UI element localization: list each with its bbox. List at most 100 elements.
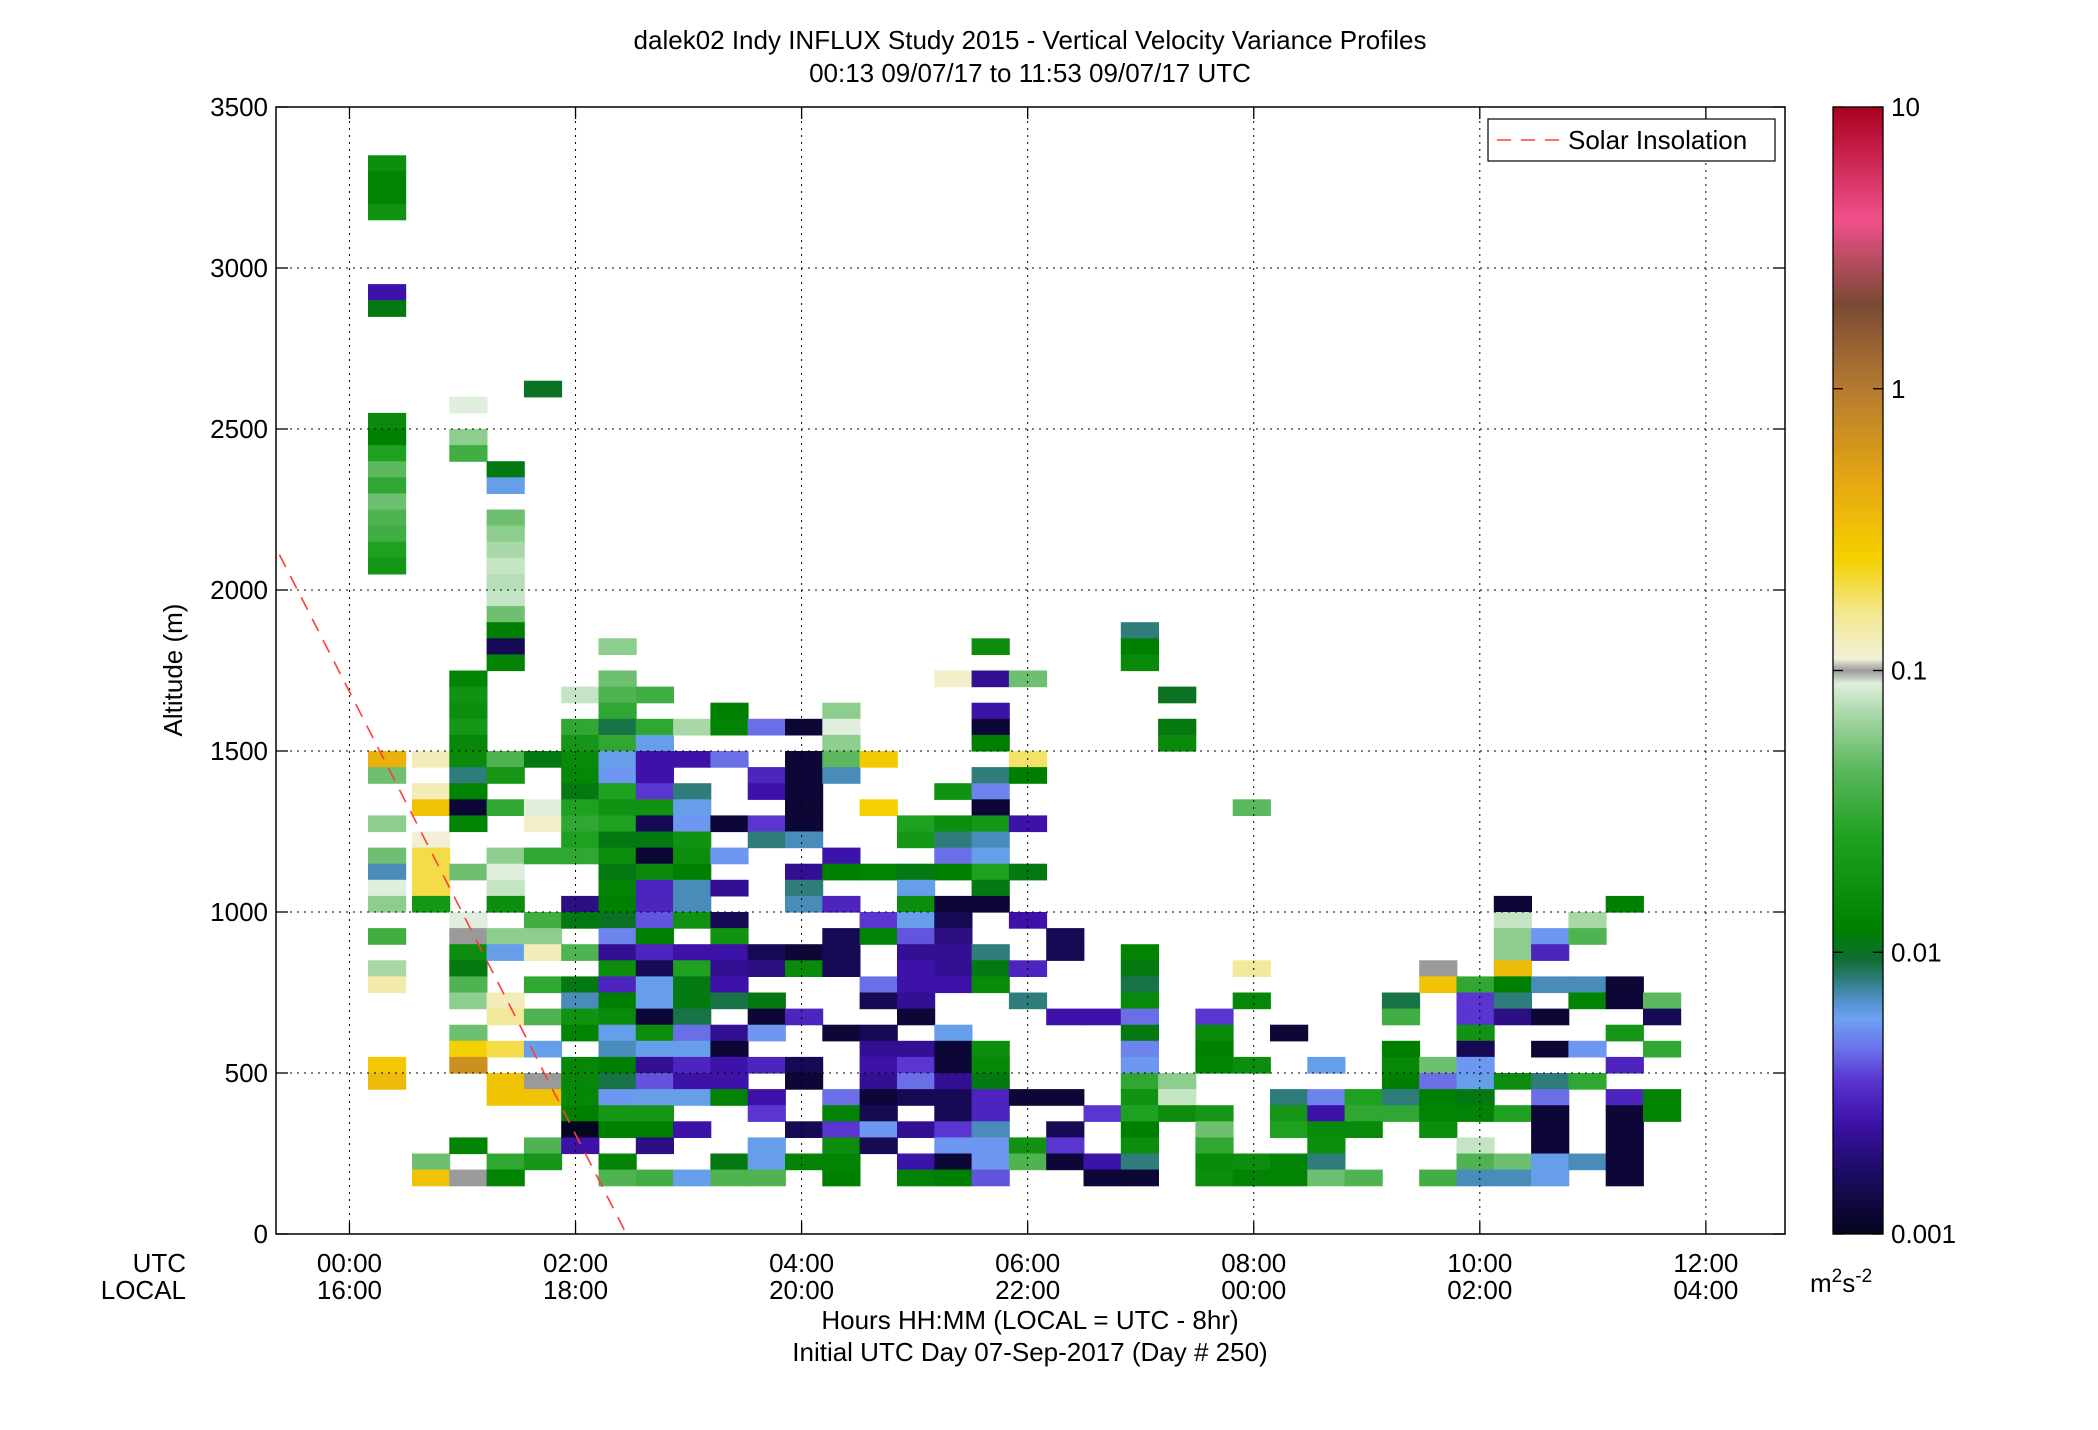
heatmap-cell <box>1307 1153 1346 1171</box>
heatmap-cell <box>1643 1089 1682 1106</box>
heatmap-cell <box>1419 1105 1458 1122</box>
x-axis-label: Hours HH:MM (LOCAL = UTC - 8hr) <box>821 1305 1238 1335</box>
heatmap-cell <box>368 300 407 317</box>
heatmap-cell <box>785 879 824 897</box>
heatmap-cell <box>747 815 786 833</box>
heatmap-cell <box>971 734 1010 752</box>
heatmap-cell <box>859 863 898 881</box>
heatmap-cell <box>1120 1121 1159 1138</box>
heatmap-cell <box>561 718 600 736</box>
heatmap-cell <box>486 622 525 639</box>
heatmap-cell <box>598 638 637 655</box>
heatmap-cell <box>635 1105 674 1122</box>
heatmap-cell <box>1493 1153 1532 1171</box>
heatmap-cell <box>859 928 898 945</box>
heatmap-cell <box>368 976 407 994</box>
heatmap-cell <box>368 1056 407 1074</box>
heatmap-cell <box>1195 1121 1234 1138</box>
heatmap-cell <box>368 187 407 205</box>
heatmap-cell <box>1344 1089 1383 1106</box>
heatmap-cell <box>368 461 407 478</box>
heatmap-cell <box>934 960 973 977</box>
heatmap-cell <box>934 847 973 865</box>
heatmap-cell <box>1605 1153 1644 1171</box>
heatmap-cell <box>673 815 712 833</box>
heatmap-cell <box>635 783 674 800</box>
heatmap-cell <box>1120 1089 1159 1106</box>
heatmap-cell <box>971 1056 1010 1074</box>
heatmap-cell <box>449 992 488 1010</box>
heatmap-cell <box>1046 1008 1085 1026</box>
heatmap-cell <box>747 1024 786 1042</box>
heatmap-cell <box>561 1105 600 1122</box>
heatmap-cell <box>1046 928 1085 945</box>
heatmap-cell <box>1046 1121 1085 1138</box>
heatmap-cell <box>934 863 973 881</box>
heatmap-cell <box>368 493 407 511</box>
heatmap-cell <box>934 1040 973 1058</box>
heatmap-cell <box>449 863 488 881</box>
heatmap-cell <box>561 912 600 929</box>
heatmap-cell <box>486 573 525 591</box>
heatmap-cell <box>598 1008 637 1026</box>
x-tick-label-utc: 04:00 <box>769 1248 834 1278</box>
heatmap-cell <box>785 831 824 849</box>
heatmap-cell <box>486 992 525 1010</box>
heatmap-cell <box>635 992 674 1010</box>
heatmap-cell <box>822 1169 861 1187</box>
heatmap-cell <box>1008 1153 1048 1171</box>
heatmap-cell <box>598 1073 637 1090</box>
heatmap-cell <box>1120 622 1159 639</box>
heatmap-cell <box>635 895 674 913</box>
heatmap-cell <box>785 960 824 977</box>
heatmap-cell <box>412 799 451 816</box>
heatmap-cell <box>1456 1073 1495 1090</box>
heatmap-cell <box>561 767 600 784</box>
x-tick-label-utc: 08:00 <box>1221 1248 1286 1278</box>
heatmap-cell <box>1232 992 1271 1010</box>
heatmap-cell <box>859 1105 898 1122</box>
heatmap-cell <box>1531 1169 1570 1187</box>
heatmap-cell <box>822 863 861 881</box>
heatmap-cell <box>635 1040 674 1058</box>
y-tick-label: 2000 <box>210 575 268 605</box>
heatmap-cell <box>785 751 824 768</box>
heatmap-cell <box>449 1137 488 1155</box>
heatmap-cell <box>368 509 407 527</box>
colorbar-tick-label: 1 <box>1891 374 1905 404</box>
heatmap-cell <box>523 751 563 768</box>
heatmap-cell <box>897 1089 936 1106</box>
chart-title: dalek02 Indy INFLUX Study 2015 - Vertica… <box>634 25 1427 55</box>
heatmap-cell <box>598 992 637 1010</box>
heatmap-cell <box>1493 928 1532 945</box>
heatmap-cell <box>635 960 674 977</box>
heatmap-cell <box>598 734 637 752</box>
heatmap-cell <box>859 976 898 994</box>
heatmap-cell <box>1120 1169 1159 1187</box>
x-tick-label-local: 02:00 <box>1447 1275 1512 1305</box>
heatmap-cell <box>486 541 525 559</box>
heatmap-cell <box>1456 1024 1495 1042</box>
heatmap-cell <box>934 912 973 929</box>
legend-label-solar-insolation: Solar Insolation <box>1568 125 1747 155</box>
heatmap-cell <box>1605 1137 1644 1155</box>
heatmap-cell <box>673 895 712 913</box>
heatmap-cell <box>598 1024 637 1042</box>
heatmap-cell <box>598 670 637 688</box>
heatmap-cell <box>934 815 973 833</box>
heatmap-cell <box>710 751 749 768</box>
colorbar-units: m2s-2 <box>1810 1266 1872 1298</box>
heatmap-cell <box>635 767 674 784</box>
heatmap-cell <box>412 831 451 849</box>
heatmap-cell <box>971 960 1010 977</box>
x-tick-label-local: 16:00 <box>317 1275 382 1305</box>
heatmap-cell <box>523 1153 563 1171</box>
y-tick-label: 500 <box>225 1058 268 1088</box>
heatmap-cell <box>486 1089 525 1106</box>
heatmap-cell <box>897 879 936 897</box>
heatmap-cell <box>1270 1121 1309 1138</box>
heatmap-cell <box>1158 718 1197 736</box>
heatmap-cell <box>486 1040 525 1058</box>
heatmap-cell <box>710 1056 749 1074</box>
heatmap-cell <box>1344 1121 1383 1138</box>
